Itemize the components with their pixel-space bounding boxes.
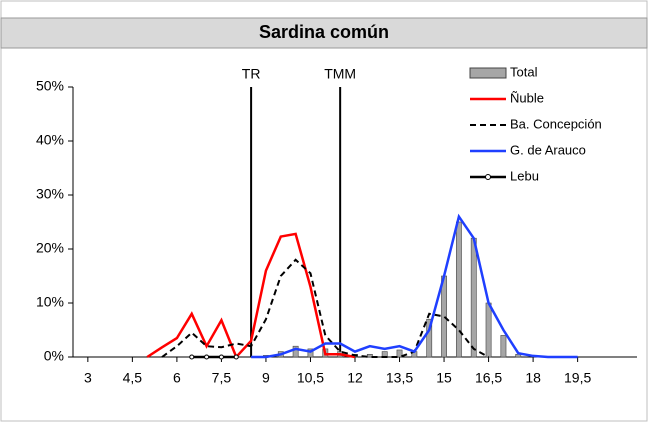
y-tick-label: 50% xyxy=(36,78,64,94)
point xyxy=(204,354,210,360)
y-tick-label: 20% xyxy=(36,240,64,256)
bar xyxy=(292,345,299,358)
x-tick-label: 15 xyxy=(436,370,452,386)
x-tick-label: 4,5 xyxy=(123,370,143,386)
title-band xyxy=(0,17,648,49)
x-tick-label: 13,5 xyxy=(386,370,413,386)
y-tick-label: 40% xyxy=(36,132,64,148)
bar xyxy=(426,318,433,358)
point xyxy=(218,354,224,360)
legend-marker xyxy=(485,174,491,180)
annotation: TR xyxy=(242,66,261,82)
bar xyxy=(307,348,314,358)
x-tick-label: 12 xyxy=(347,370,363,386)
x-tick-label: 9 xyxy=(262,370,270,386)
legend-label: Total xyxy=(510,64,538,79)
line xyxy=(146,232,356,360)
point xyxy=(189,354,195,360)
bar xyxy=(441,275,447,358)
y-tick-label: 30% xyxy=(36,186,64,202)
x-tick-label: 16,5 xyxy=(475,370,502,386)
x-tick-label: 19,5 xyxy=(564,370,591,386)
bar xyxy=(396,349,403,358)
y-tick-label: 0% xyxy=(44,348,64,364)
legend-label: Ba. Concepción xyxy=(510,116,602,131)
x-tick-label: 6 xyxy=(173,370,181,386)
legend-label: Lebu xyxy=(510,168,539,183)
x-tick-label: 7,5 xyxy=(212,370,232,386)
chart-title: Sardina común xyxy=(259,22,389,42)
bar xyxy=(485,302,492,358)
point xyxy=(233,354,239,360)
x-tick-label: 3 xyxy=(84,370,92,386)
x-tick-label: 18 xyxy=(525,370,541,386)
legend-swatch xyxy=(469,67,507,79)
bar xyxy=(500,335,507,358)
x-tick-label: 10,5 xyxy=(297,370,324,386)
bar xyxy=(470,237,477,358)
annotation: TMM xyxy=(324,66,356,82)
line xyxy=(251,213,578,359)
legend-label: Ñuble xyxy=(510,90,544,105)
bar xyxy=(455,221,462,358)
y-tick-label: 10% xyxy=(36,294,64,310)
legend-label: G. de Arauco xyxy=(510,142,586,157)
bar xyxy=(366,353,373,358)
